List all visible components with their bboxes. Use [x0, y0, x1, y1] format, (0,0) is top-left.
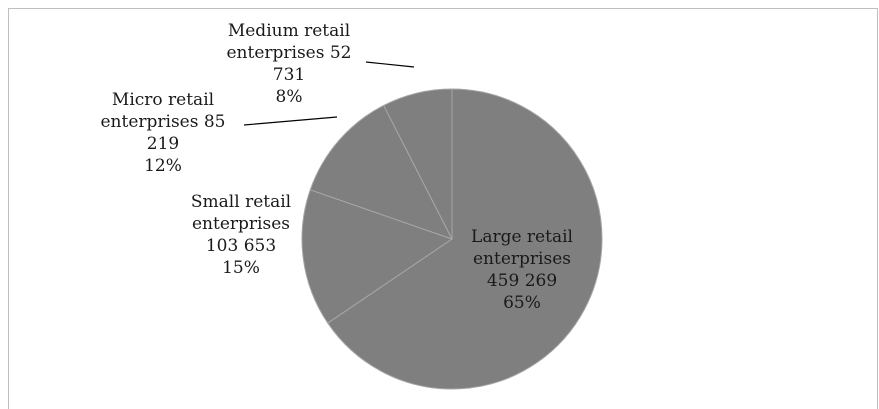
pie-slice-small-retail-enterprises: [301, 189, 454, 324]
pie-slice-medium-retail-enterprises: [383, 88, 453, 240]
slice-label-line: 219: [147, 134, 179, 154]
slice-label-line: Small retail: [191, 192, 291, 212]
slice-label-line: enterprises: [192, 214, 290, 234]
chart-frame: [8, 8, 878, 409]
slice-label-line: 65%: [503, 293, 541, 313]
pie-slices: [301, 88, 603, 390]
slice-label-line: Micro retail: [112, 90, 214, 110]
slice-label-large-retail-enterprises: Large retail enterprises 459 269 65%: [471, 227, 573, 313]
slice-label-line: enterprises: [473, 249, 571, 269]
slice-label-line: 103 653: [206, 236, 276, 256]
slice-label-small-retail-enterprises: Small retail enterprises 103 653 15%: [191, 192, 291, 278]
slice-label-line: 15%: [222, 258, 260, 278]
slice-label-micro-retail-enterprises: Micro retail enterprises 85 219 12%: [100, 90, 225, 176]
slice-label-line: Medium retail: [228, 21, 350, 41]
pie-slice-micro-retail-enterprises: [309, 104, 454, 240]
slice-label-line: Large retail: [471, 227, 573, 247]
slice-label-medium-retail-enterprises: Medium retail enterprises 52 731 8%: [226, 21, 351, 107]
slice-label-line: 459 269: [487, 271, 557, 291]
leader-lines: [243, 61, 415, 126]
slice-label-line: enterprises 52: [226, 43, 351, 63]
slice-label-line: enterprises 85: [100, 112, 225, 132]
slice-label-line: 8%: [276, 87, 303, 107]
pie-slice-large-retail-enterprises: [327, 88, 603, 390]
slice-labels: Large retail enterprises 459 269 65%Small r…: [100, 21, 572, 313]
slice-label-line: 731: [273, 65, 305, 85]
slice-label-line: 12%: [144, 156, 182, 176]
leader-line-medium-retail-enterprises: [365, 61, 415, 68]
leader-line-micro-retail-enterprises: [243, 116, 338, 126]
